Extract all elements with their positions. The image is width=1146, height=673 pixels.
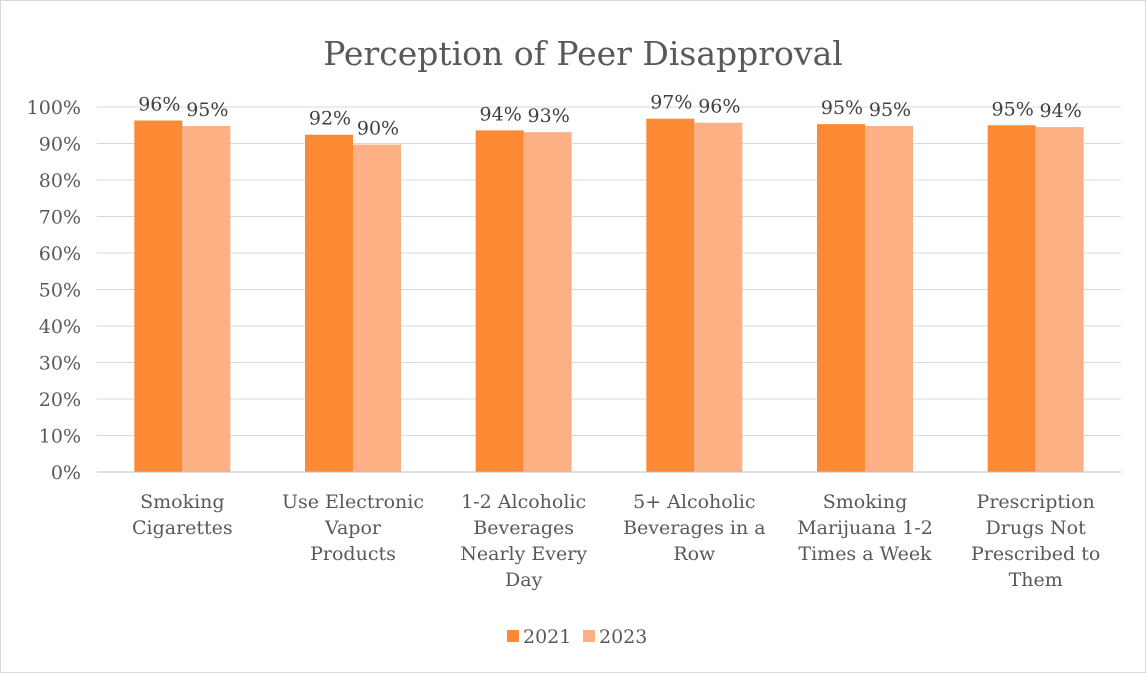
bar-2021-4	[817, 124, 865, 472]
bar-2023-1	[353, 144, 401, 472]
y-tick-label: 30%	[39, 353, 81, 375]
bar-2021-2	[475, 130, 524, 473]
y-tick-label: 60%	[39, 243, 81, 265]
bar-2021-3	[646, 118, 695, 473]
y-tick-label: 50%	[39, 280, 81, 302]
y-tick-label: 100%	[27, 97, 81, 119]
legend-swatch-2021	[507, 630, 519, 642]
y-tick-label: 10%	[39, 426, 81, 448]
data-label-2021-2: 94%	[480, 103, 522, 125]
bar-2021-0	[134, 120, 183, 472]
bar-2023-4	[865, 125, 913, 472]
data-label-2021-4: 95%	[821, 97, 863, 119]
x-category-label: Times a Week	[798, 543, 932, 565]
x-category-label: Vapor	[324, 517, 382, 539]
bar-2023-5	[1035, 127, 1084, 472]
x-category-label: Day	[505, 569, 543, 591]
data-label-2021-5: 95%	[992, 98, 1034, 120]
x-category-label: Cigarettes	[132, 517, 233, 539]
data-label-2023-5: 94%	[1040, 100, 1082, 122]
data-label-2021-0: 96%	[138, 94, 180, 116]
x-category-label: Row	[673, 543, 716, 565]
bar-2021-1	[305, 134, 353, 473]
x-category-label: Drugs Not	[986, 517, 1087, 539]
y-tick-label: 0%	[51, 462, 81, 484]
x-category-label: Smoking	[823, 491, 907, 513]
y-tick-label: 90%	[39, 134, 81, 156]
data-label-2023-2: 93%	[528, 105, 570, 127]
x-category-label: Prescription	[977, 491, 1095, 513]
gridlines	[97, 106, 1121, 436]
x-category-label: Prescribed to	[971, 543, 1100, 565]
data-label-2021-1: 92%	[309, 108, 351, 130]
x-category-label: Smoking	[140, 491, 224, 513]
x-category-label: 5+ Alcoholic	[633, 491, 755, 513]
y-tick-label: 80%	[39, 170, 81, 192]
legend-label-2023: 2023	[599, 626, 647, 648]
x-axis-categories: Smoking Cigarettes Use Electronic Vapor Prod…	[132, 491, 1100, 591]
legend-label-2021: 2021	[523, 626, 571, 648]
x-category-label: Beverages	[473, 517, 574, 539]
bar-2021-5	[987, 125, 1036, 472]
data-labels: 96% 95% 92% 90% 94% 93% 97% 96% 95% 95% 95% 94%	[138, 92, 1082, 140]
y-tick-label: 20%	[39, 389, 81, 411]
legend: 2021 2023	[507, 626, 647, 648]
x-category-label: Nearly Every	[460, 543, 587, 565]
y-tick-label: 70%	[39, 207, 81, 229]
chart-title: Perception of Peer Disapproval	[323, 34, 843, 73]
bars	[134, 118, 1084, 473]
legend-swatch-2023	[583, 630, 595, 642]
data-label-2023-4: 95%	[869, 99, 911, 121]
bar-2023-3	[694, 122, 743, 472]
data-label-2023-1: 90%	[357, 118, 399, 140]
y-tick-label: 40%	[39, 316, 81, 338]
x-category-label: Marijuana 1-2	[797, 517, 933, 539]
x-category-label: Them	[1009, 569, 1063, 591]
data-label-2023-0: 95%	[186, 99, 228, 121]
data-label-2023-3: 96%	[698, 96, 740, 118]
bar-2023-0	[182, 125, 231, 472]
data-label-2021-3: 97%	[650, 92, 692, 114]
x-category-label: Products	[310, 543, 396, 565]
x-category-label: 1-2 Alcoholic	[461, 491, 586, 513]
x-category-label: Use Electronic	[282, 491, 424, 513]
bar-2023-2	[523, 132, 572, 472]
x-category-label: Beverages in a	[623, 517, 765, 539]
y-axis-ticks: 0% 10% 20% 30% 40% 50% 60% 70% 80% 90% 100%	[27, 97, 81, 484]
